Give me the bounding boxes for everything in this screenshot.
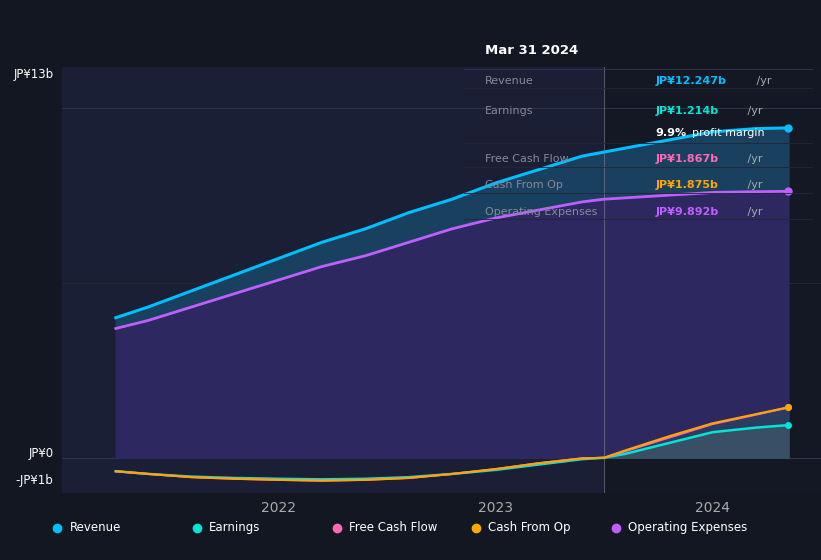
Text: Free Cash Flow: Free Cash Flow [349,521,438,534]
Text: profit margin: profit margin [692,128,765,138]
Text: Mar 31 2024: Mar 31 2024 [484,44,578,57]
Text: Earnings: Earnings [209,521,261,534]
Text: /yr: /yr [744,180,762,190]
Bar [62,67,604,493]
Text: Earnings: Earnings [484,106,534,116]
Text: JP¥12.247b: JP¥12.247b [656,76,727,86]
Text: Cash From Op: Cash From Op [484,180,562,190]
Text: /yr: /yr [744,154,762,164]
Text: Operating Expenses: Operating Expenses [484,207,597,217]
Text: /yr: /yr [744,207,762,217]
Text: -JP¥1b: -JP¥1b [16,474,53,487]
Text: Revenue: Revenue [70,521,122,534]
Text: 9.9%: 9.9% [656,128,687,138]
Text: /yr: /yr [744,106,762,116]
Text: Operating Expenses: Operating Expenses [628,521,747,534]
Text: JP¥1.214b: JP¥1.214b [656,106,719,116]
Text: Revenue: Revenue [484,76,534,86]
Text: JP¥0: JP¥0 [28,447,53,460]
Text: JP¥1.875b: JP¥1.875b [656,180,718,190]
Bar [604,67,821,493]
Text: JP¥1.867b: JP¥1.867b [656,154,719,164]
Text: Free Cash Flow: Free Cash Flow [484,154,568,164]
Text: /yr: /yr [754,76,772,86]
Text: Cash From Op: Cash From Op [488,521,571,534]
Text: JP¥9.892b: JP¥9.892b [656,207,719,217]
Text: JP¥13b: JP¥13b [13,68,53,81]
